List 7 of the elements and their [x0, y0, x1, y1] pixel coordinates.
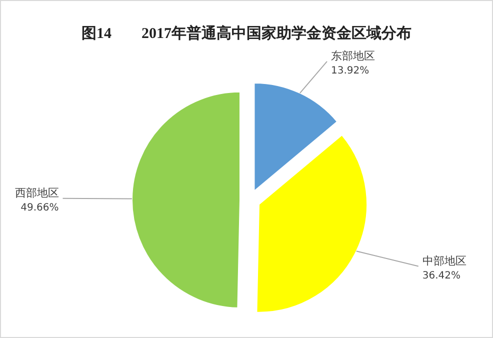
slice-label: 东部地区: [330, 49, 375, 62]
slice-label: 西部地区: [14, 186, 59, 200]
data-label: 13.92%: [330, 65, 370, 76]
data-label: 36.42%: [422, 270, 461, 282]
slice-label: 中部地区: [422, 254, 466, 268]
data-label: 49.66%: [20, 202, 59, 214]
chart-title: 图14 2017年普通高中国家助学金资金区域分布: [82, 24, 412, 42]
